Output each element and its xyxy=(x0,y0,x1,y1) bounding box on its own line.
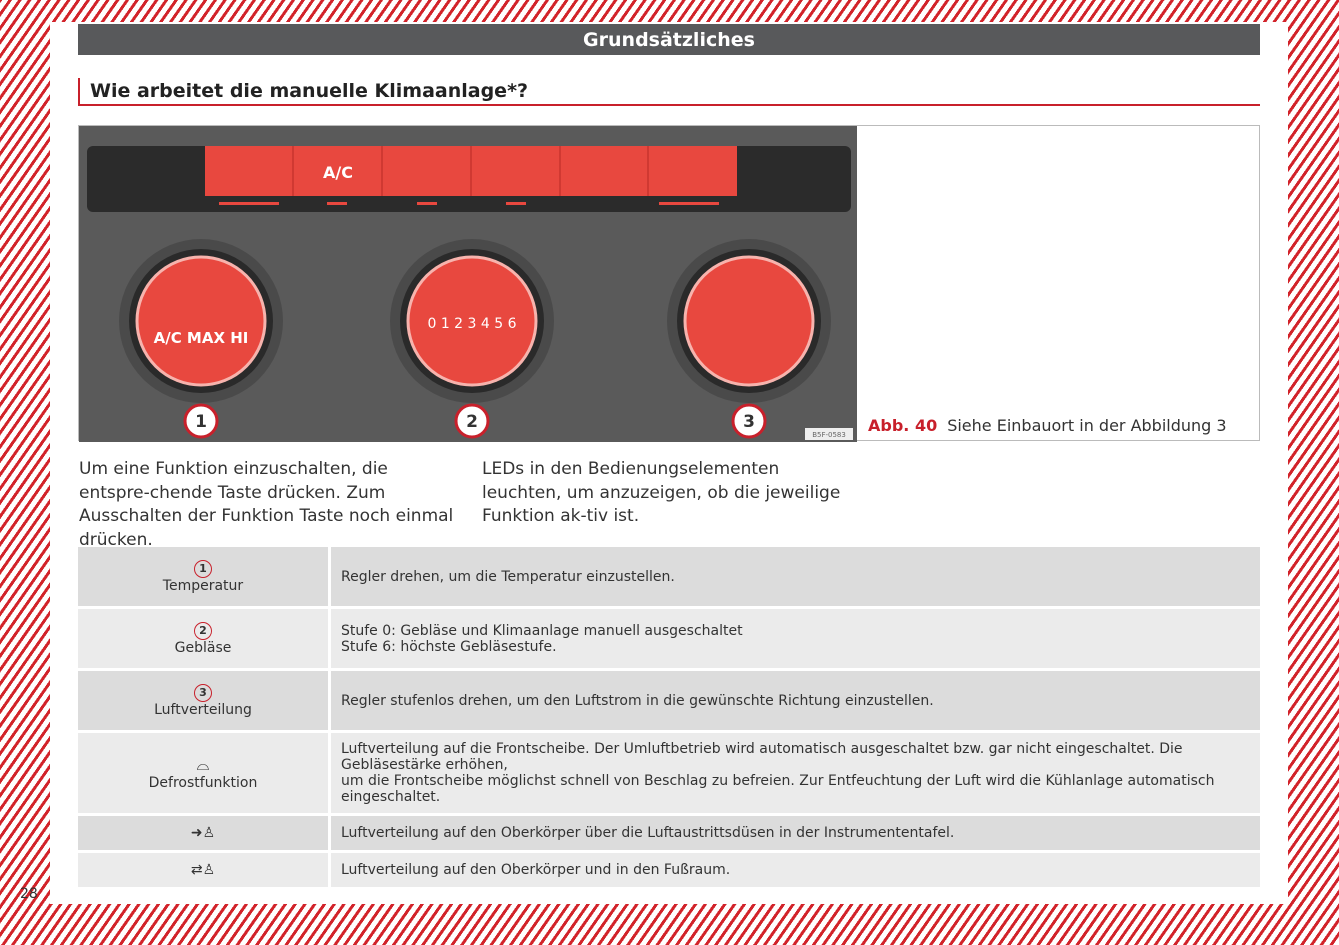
button-row: A/C xyxy=(205,146,737,205)
fan-knob: 0 1 2 3 4 5 6 2 xyxy=(390,239,554,439)
table-row: ➜♙ Luftverteilung auf den Oberkörper über… xyxy=(78,816,1260,850)
air-upper-body-icon: ➜♙ xyxy=(190,825,216,841)
table-row: 2 Gebläse Stufe 0: Gebläse und Klimaanlage… xyxy=(78,609,1260,668)
section-header: Grundsätzliches xyxy=(78,24,1260,55)
svg-text:3: 3 xyxy=(743,412,755,432)
table-row: 3 Luftverteilung Regler stufenlos drehen, … xyxy=(78,671,1260,730)
figure-label: Abb. 40 xyxy=(868,416,938,435)
air-distribution-knob: 3 xyxy=(667,239,831,439)
figure-caption: Abb. 40 Siehe Einbauort in der Abbildung … xyxy=(868,416,1227,435)
page-number: 28 xyxy=(20,886,38,902)
table-row: ⌓ Defrostfunktion Luftverteilung auf die F… xyxy=(78,733,1260,813)
function-table: 1 Temperatur Regler drehen, um die Tempera… xyxy=(78,544,1260,890)
windshield-defrost-icon: ⌓ xyxy=(196,755,210,774)
air-upper-body-footwell-icon: ⇄♙ xyxy=(190,862,216,878)
ac-button-label: A/C xyxy=(323,163,353,182)
table-row: 1 Temperatur Regler drehen, um die Tempera… xyxy=(78,547,1260,606)
figure-box: A/C A/C MAX HI 1 0 1 2 3 4 5 6 2 3 B5F-0… xyxy=(78,125,1260,442)
svg-text:1: 1 xyxy=(195,412,207,432)
image-code: B5F-0583 xyxy=(812,431,846,439)
table-row: ⇄♙ Luftverteilung auf den Oberkörper und … xyxy=(78,853,1260,887)
caption-text: Siehe Einbauort in der Abbildung 3 xyxy=(947,416,1227,435)
temperature-knob: A/C MAX HI 1 xyxy=(119,239,283,439)
intro-left: Um eine Funktion einzuschalten, die ents… xyxy=(79,459,454,550)
climate-panel-illustration: A/C A/C MAX HI 1 0 1 2 3 4 5 6 2 3 B5F-0… xyxy=(79,126,857,442)
svg-text:2: 2 xyxy=(466,412,478,432)
intro-right: LEDs in den Bedienungselementen leuchten… xyxy=(482,459,841,526)
svg-text:A/C MAX HI: A/C MAX HI xyxy=(154,329,249,347)
page-title: Wie arbeitet die manuelle Klimaanlage*? xyxy=(78,78,1260,106)
svg-text:0 1 2 3 4 5 6: 0 1 2 3 4 5 6 xyxy=(427,316,516,332)
